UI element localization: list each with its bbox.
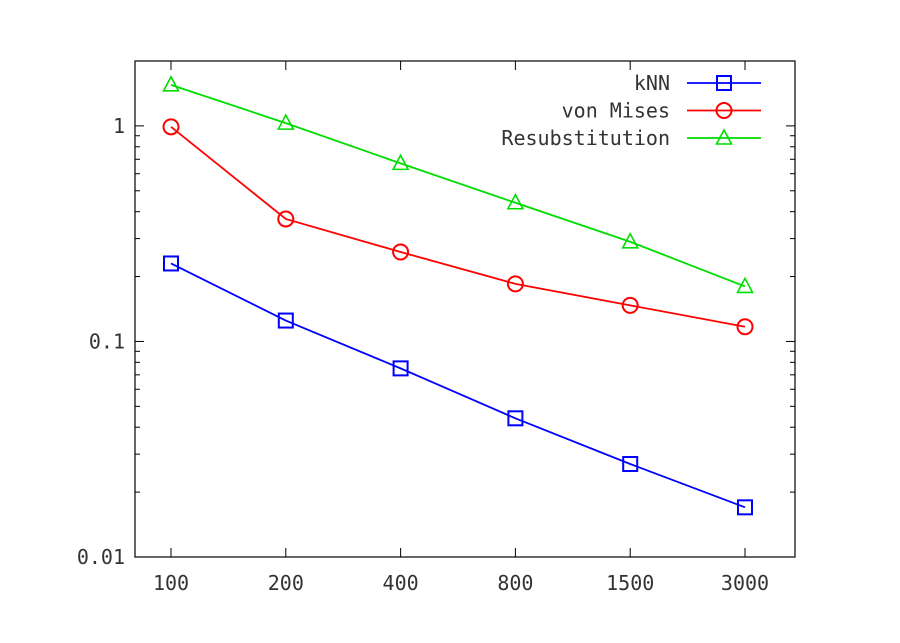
legend-marker-von-mises <box>715 102 733 119</box>
data-point-resubstitution <box>736 276 754 294</box>
x-tick-label: 1500 <box>606 571 654 595</box>
data-point-knn <box>163 255 179 272</box>
legend-marker-resubstitution <box>715 128 733 145</box>
data-point-knn <box>277 312 294 329</box>
data-point-von-mises <box>621 296 639 314</box>
x-tick-label: 3000 <box>721 571 769 595</box>
data-point-resubstitution <box>162 75 180 92</box>
legend-label-von-mises: von Mises <box>562 99 670 123</box>
data-point-resubstitution <box>276 113 295 130</box>
legend-label-knn: kNN <box>634 71 670 95</box>
legend: kNN von Mises Resubstitution <box>501 71 761 150</box>
series-line-resubstitution <box>170 84 746 288</box>
legend-label-resubstitution: Resubstitution <box>501 126 670 150</box>
series-line-knn <box>170 262 746 509</box>
x-axis-ticks: 100 200 400 800 1500 3000 <box>153 61 769 595</box>
data-point-resubstitution <box>506 193 525 210</box>
data-point-knn <box>737 499 753 516</box>
x-tick-label: 100 <box>153 571 189 595</box>
legend-marker-knn <box>716 75 732 91</box>
x-tick-label: 400 <box>383 571 419 595</box>
data-point-resubstitution <box>391 153 410 171</box>
y-tick-label: 0.1 <box>89 329 125 353</box>
plot-frame <box>134 60 796 558</box>
data-point-knn <box>392 360 409 377</box>
data-point-von-mises <box>392 243 410 261</box>
x-tick-label: 800 <box>497 571 533 595</box>
data-point-von-mises <box>506 275 524 293</box>
y-tick-label: 1 <box>113 114 125 138</box>
data-point-knn <box>507 410 524 427</box>
data-point-resubstitution <box>621 232 640 249</box>
data-point-von-mises <box>736 318 754 336</box>
x-tick-label: 200 <box>268 571 304 595</box>
data-point-von-mises <box>162 118 180 136</box>
data-point-knn <box>622 456 639 473</box>
y-tick-label: 0.01 <box>77 545 125 569</box>
y-axis-ticks: 1 0.1 0.01 <box>77 60 795 569</box>
data-point-von-mises <box>277 210 295 228</box>
series-layer <box>162 75 754 516</box>
series-line-von-mises <box>170 126 746 328</box>
